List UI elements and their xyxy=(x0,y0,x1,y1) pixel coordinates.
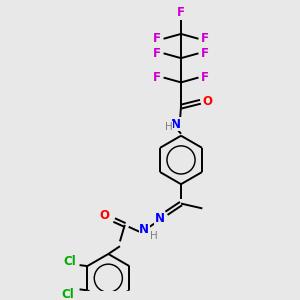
Text: Cl: Cl xyxy=(64,255,76,268)
Text: N: N xyxy=(139,223,149,236)
Text: F: F xyxy=(153,47,161,60)
Text: F: F xyxy=(153,32,161,45)
Text: F: F xyxy=(201,47,209,60)
Text: F: F xyxy=(153,71,161,84)
Text: Cl: Cl xyxy=(61,288,74,300)
Text: N: N xyxy=(171,118,181,130)
Text: O: O xyxy=(202,95,212,108)
Text: H: H xyxy=(150,231,158,241)
Text: O: O xyxy=(99,209,110,222)
Text: N: N xyxy=(155,212,165,225)
Text: F: F xyxy=(201,71,209,84)
Text: F: F xyxy=(201,32,209,45)
Text: F: F xyxy=(177,6,185,19)
Text: H: H xyxy=(164,122,172,132)
